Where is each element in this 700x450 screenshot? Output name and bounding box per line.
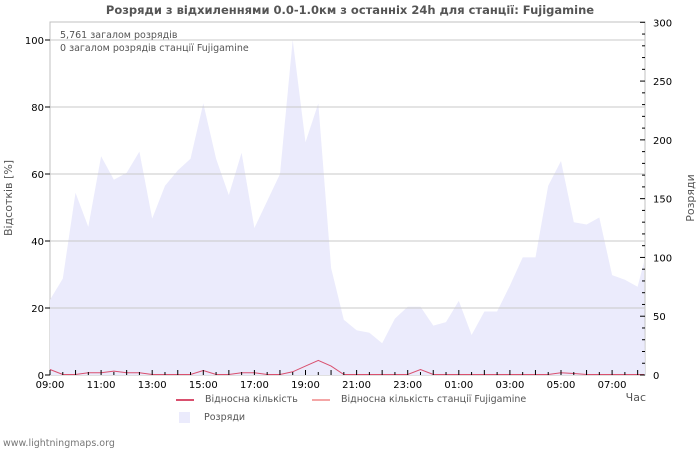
- gridlines: [50, 39, 645, 309]
- svg-text:0: 0: [653, 371, 659, 382]
- legend-label: Відносна кількість станції Fujigamine: [341, 394, 527, 405]
- x-axis: 09:00 11:00 13:00 15:00 17:00 19:00 21:00 23:00…: [36, 370, 639, 391]
- legend-station-relative-count: Відносна кількість станції Fujigamine: [312, 394, 526, 405]
- right-axis: 0 50 100 150 200 250 300: [640, 18, 672, 382]
- svg-text:03:00: 03:00: [495, 380, 524, 391]
- legend-discharges: Розряди: [176, 412, 245, 423]
- legend-label: Розряди: [204, 412, 246, 423]
- svg-text:13:00: 13:00: [138, 380, 167, 391]
- svg-text:09:00: 09:00: [36, 380, 65, 391]
- legend-line-swatch: [176, 398, 194, 401]
- svg-text:150: 150: [653, 195, 672, 206]
- svg-text:11:00: 11:00: [87, 380, 116, 391]
- left-axis-title: Відсотків [%]: [2, 160, 15, 236]
- svg-text:19:00: 19:00: [291, 380, 320, 391]
- discharges-area: [50, 39, 645, 376]
- svg-text:0: 0: [38, 371, 44, 382]
- right-axis-title: Розряди: [684, 174, 697, 222]
- svg-text:50: 50: [653, 312, 666, 323]
- svg-text:07:00: 07:00: [598, 380, 627, 391]
- total-discharges-text: 5,761 загалом розрядів: [60, 30, 178, 41]
- svg-text:17:00: 17:00: [240, 380, 269, 391]
- svg-text:20: 20: [31, 304, 44, 315]
- svg-text:01:00: 01:00: [444, 380, 473, 391]
- legend-line-swatch: [312, 398, 330, 401]
- legend-relative-count: Відносна кількість: [176, 394, 298, 405]
- left-axis: 0 20 40 60 80 100: [25, 36, 50, 382]
- x-axis-title: Час: [626, 391, 646, 404]
- svg-text:21:00: 21:00: [342, 380, 371, 391]
- svg-text:15:00: 15:00: [189, 380, 218, 391]
- legend-area-swatch: [179, 412, 190, 423]
- footer-credit: www.lightningmaps.org: [3, 438, 115, 449]
- svg-text:40: 40: [31, 237, 44, 248]
- svg-text:23:00: 23:00: [393, 380, 422, 391]
- svg-text:200: 200: [653, 136, 672, 147]
- legend-label: Відносна кількість: [205, 394, 298, 405]
- svg-text:300: 300: [653, 18, 672, 29]
- chart-title: Розряди з відхиленнями 0.0-1.0км з остан…: [105, 3, 595, 17]
- station-discharges-text: 0 загалом розрядів станції Fujigamine: [60, 43, 249, 54]
- svg-text:60: 60: [31, 170, 44, 181]
- svg-text:80: 80: [31, 103, 44, 114]
- svg-text:100: 100: [653, 253, 672, 264]
- svg-text:05:00: 05:00: [547, 380, 576, 391]
- relative-count-line: [49, 359, 644, 375]
- svg-text:100: 100: [25, 36, 44, 47]
- svg-text:250: 250: [653, 77, 672, 88]
